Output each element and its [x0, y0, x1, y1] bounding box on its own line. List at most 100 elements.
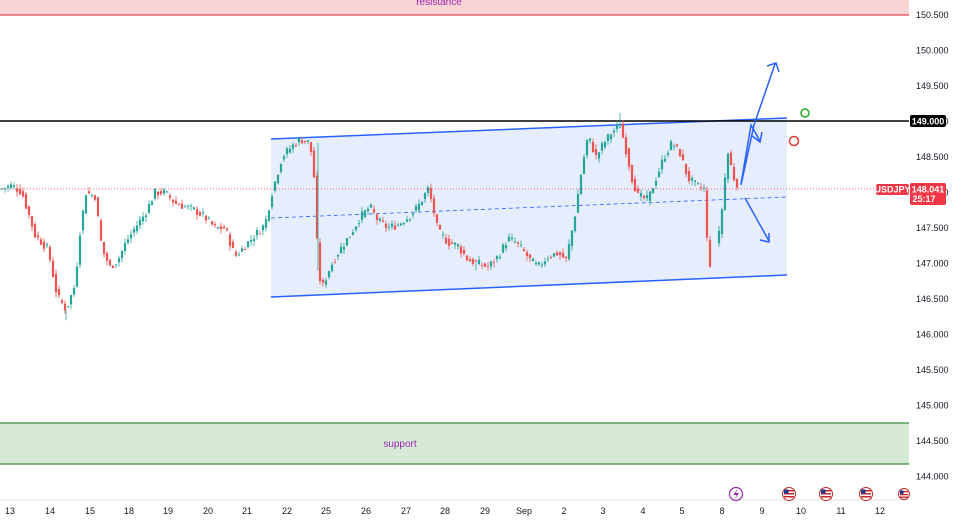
candle-up	[399, 223, 403, 226]
candle-up	[237, 254, 241, 256]
candle-up	[546, 258, 550, 260]
candle-up	[135, 225, 139, 232]
candle-up	[270, 196, 274, 208]
date-tick-label: 27	[401, 506, 411, 516]
candle-down	[528, 254, 532, 258]
candle-down	[96, 197, 100, 217]
candle-down	[522, 249, 526, 251]
date-tick-label: 9	[759, 506, 764, 516]
candle-up	[0, 188, 4, 190]
candle-up	[117, 258, 121, 263]
candle-up	[615, 124, 619, 129]
candle-up	[645, 195, 649, 199]
candle-up	[606, 134, 610, 142]
candle-up	[723, 177, 727, 210]
symbol-tag	[876, 184, 909, 195]
date-tick-label: 14	[45, 506, 55, 516]
candle-down	[243, 248, 247, 251]
candle-down	[705, 190, 709, 238]
candle-down	[480, 265, 484, 267]
candle-down	[39, 239, 43, 245]
candle-down	[549, 257, 553, 259]
candle-down	[102, 241, 106, 254]
candle-up	[285, 148, 289, 155]
candle-up	[123, 243, 127, 252]
candle-up	[357, 223, 361, 225]
candle-down	[225, 228, 229, 231]
candle-down	[99, 220, 103, 241]
candle-up	[153, 188, 157, 199]
candle-down	[33, 223, 37, 238]
candle-up	[141, 216, 145, 222]
breakdown-arrow	[744, 197, 770, 242]
candle-up	[114, 264, 118, 266]
candle-down	[384, 223, 388, 228]
candle-up	[513, 241, 517, 243]
candle-up	[279, 163, 283, 172]
candle-down	[294, 145, 298, 147]
price-tick-label: 147.000	[916, 259, 949, 269]
candle-down	[321, 279, 325, 283]
date-tick-label: 19	[163, 506, 173, 516]
time-axis-ticks[interactable]: 13 14 15 18 19 20 21 22 25 26 27 28 29 Sep 2 3 4 5 8 9 10 11 1…	[5, 506, 885, 516]
candle-up	[282, 156, 286, 160]
candle-up	[720, 209, 724, 235]
candle-down	[465, 255, 469, 261]
candle-down	[300, 140, 304, 144]
signal-down-marker[interactable]	[788, 135, 800, 147]
us-flag-icon[interactable]	[819, 487, 833, 501]
lightning-icon[interactable]	[728, 486, 744, 502]
candle-up	[597, 152, 601, 159]
date-tick-label: 21	[242, 506, 252, 516]
channel-lower-line[interactable]	[270, 274, 788, 298]
candle-down	[468, 259, 472, 262]
candle-down	[51, 260, 55, 277]
candle-up	[666, 152, 670, 155]
candle-up	[78, 235, 82, 265]
support-label: support	[383, 439, 417, 450]
price-axis[interactable]	[909, 0, 956, 500]
candle-up	[573, 216, 577, 232]
date-tick-label: 28	[440, 506, 450, 516]
candle-down	[24, 194, 28, 209]
candle-up	[570, 230, 574, 247]
candle-up	[75, 266, 79, 287]
us-flag-icon[interactable]	[898, 488, 910, 500]
candle-up	[138, 219, 142, 226]
candle-down	[54, 273, 58, 293]
date-tick-label: 26	[361, 506, 371, 516]
candle-up	[351, 232, 355, 235]
breakout-arrowhead	[766, 62, 780, 73]
countdown-value: 25:17	[912, 194, 935, 204]
candle-down	[459, 246, 463, 254]
resistance-zone	[0, 0, 909, 15]
key-level-tag	[910, 115, 946, 127]
candle-up	[534, 262, 538, 265]
candle-down	[630, 165, 634, 182]
us-flag-icon[interactable]	[782, 487, 796, 501]
candle-up	[261, 225, 265, 231]
candle-up	[690, 177, 694, 181]
candle-up	[411, 213, 415, 216]
candle-down	[204, 215, 208, 221]
us-flag-icon[interactable]	[859, 487, 873, 501]
candle-down	[171, 199, 175, 203]
candle-down	[594, 149, 598, 155]
candle-up	[165, 191, 169, 193]
candle-up	[45, 244, 49, 246]
candle-up	[189, 205, 193, 207]
candle-up	[696, 182, 700, 184]
signal-up-marker[interactable]	[800, 108, 810, 118]
candle-up	[489, 261, 493, 267]
price-tick-label: 145.500	[916, 365, 949, 375]
candle-up	[186, 205, 190, 207]
candle-up	[66, 306, 70, 307]
candle-down	[258, 233, 262, 235]
candle-down	[315, 175, 319, 239]
candle-down	[492, 262, 496, 264]
date-tick-label: 12	[875, 506, 885, 516]
breakout-arrow	[740, 63, 776, 186]
date-tick-label: 3	[600, 506, 605, 516]
candle-down	[729, 152, 733, 166]
